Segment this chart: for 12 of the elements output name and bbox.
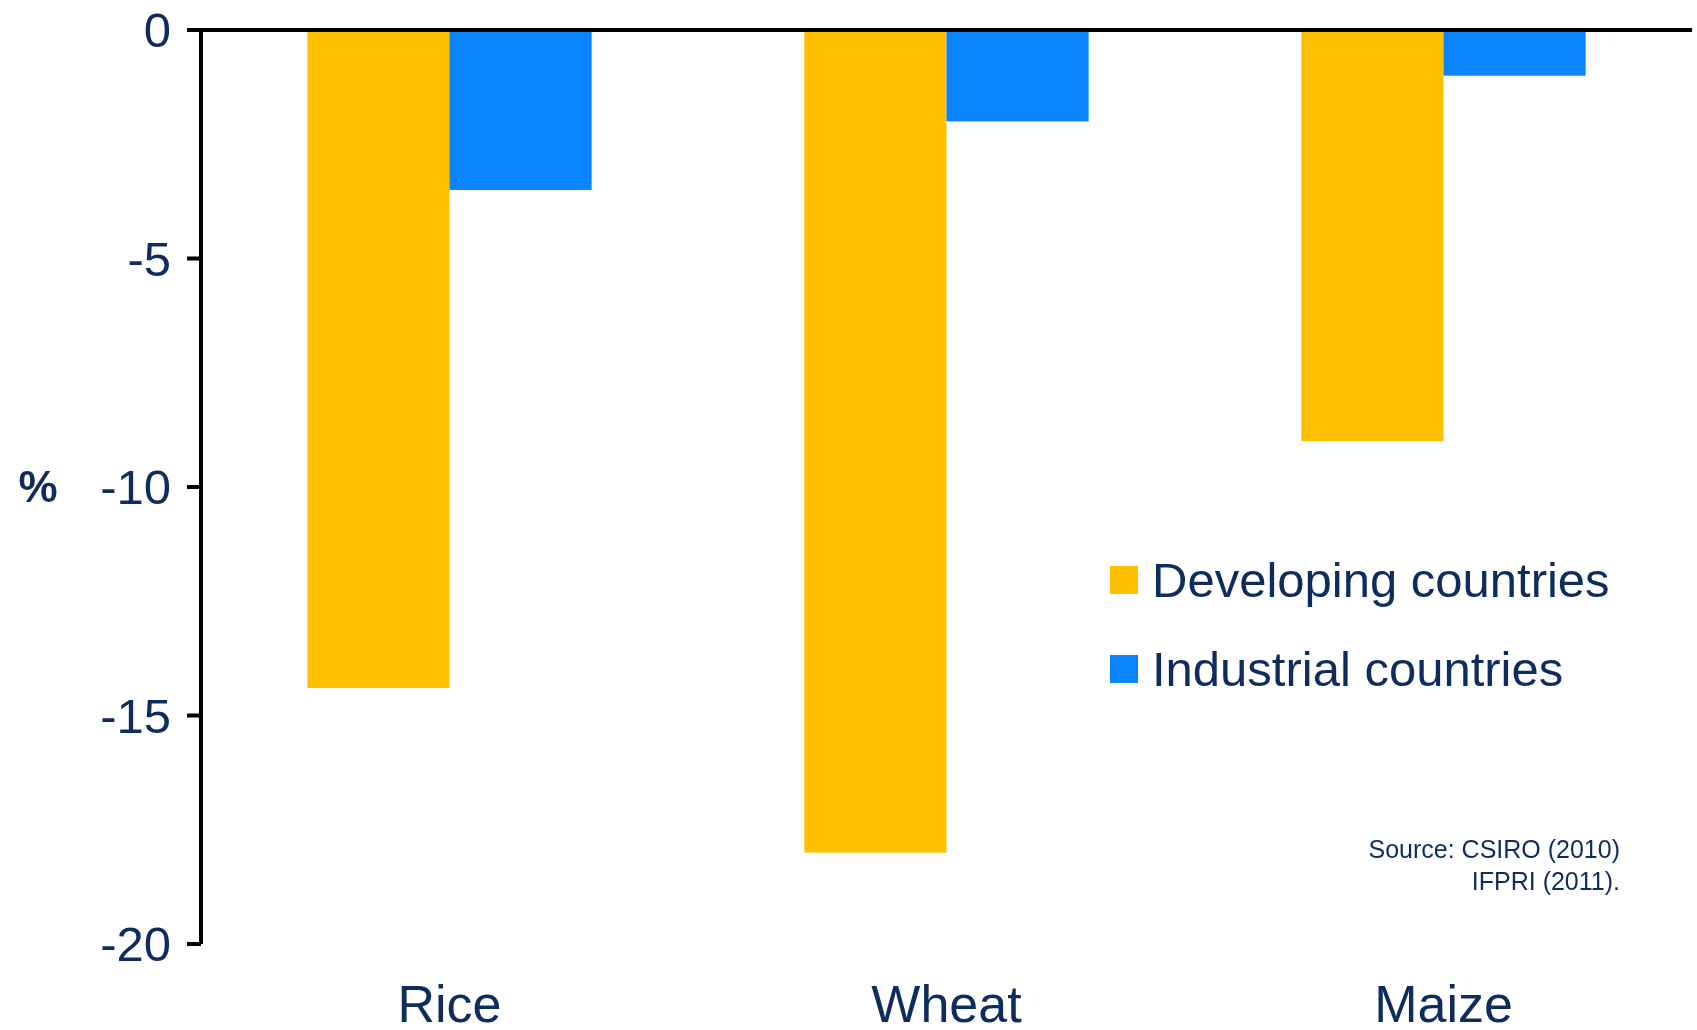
y-tick-label: 0: [143, 3, 171, 58]
y-tick-label: -10: [100, 460, 171, 515]
x-tick-label: Wheat: [871, 975, 1023, 1030]
x-tick-label: Rice: [397, 975, 502, 1030]
legend-label: Developing countries: [1152, 553, 1610, 608]
y-tick-label: -20: [100, 917, 171, 972]
annotation: Source: CSIRO (2010) IFPRI (2011).: [1368, 835, 1620, 895]
legend-label: Industrial countries: [1152, 642, 1564, 697]
y-tick-label: -15: [100, 688, 171, 743]
y-tick-label: -5: [127, 231, 171, 286]
x-tick-label: Maize: [1374, 975, 1513, 1030]
y-axis-title: %: [18, 462, 58, 512]
